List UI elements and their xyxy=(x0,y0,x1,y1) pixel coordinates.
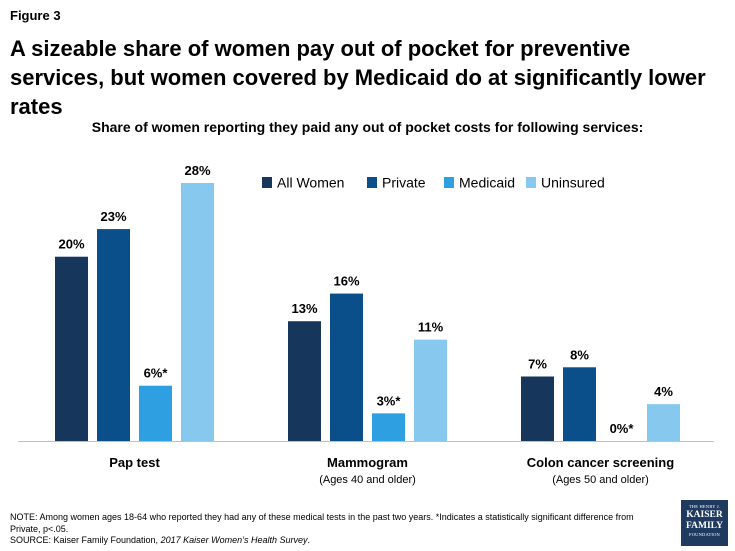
bar-0-3 xyxy=(181,183,214,441)
page-title: A sizeable share of women pay out of poc… xyxy=(10,36,706,119)
source-prefix: SOURCE: Kaiser Family Foundation, xyxy=(10,535,161,545)
logo-line-2: KAISER xyxy=(686,510,723,520)
legend-swatch-3 xyxy=(526,177,536,188)
source-note: SOURCE: Kaiser Family Foundation, 2017 K… xyxy=(10,535,310,545)
chart-title: Share of women reporting they paid any o… xyxy=(91,119,644,135)
data-label-0-1: 23% xyxy=(100,209,126,224)
data-label-2-3: 4% xyxy=(654,384,673,399)
legend-label-1: Private xyxy=(382,175,426,191)
data-label-2-1: 8% xyxy=(570,347,589,362)
legend-swatch-2 xyxy=(444,177,454,188)
bar-2-1 xyxy=(563,367,596,441)
bar-1-2 xyxy=(372,413,405,441)
category-sublabel-1: (Ages 40 and older) xyxy=(319,474,416,486)
legend-label-0: All Women xyxy=(277,175,344,191)
data-label-1-3: 11% xyxy=(418,320,444,335)
logo-line-1: THE HENRY J. xyxy=(688,504,721,509)
data-label-2-0: 7% xyxy=(528,357,547,372)
bar-1-1 xyxy=(330,293,363,441)
legend-swatch-1 xyxy=(367,177,377,188)
legend-swatch-0 xyxy=(262,177,272,188)
data-label-1-0: 13% xyxy=(291,301,317,316)
bar-2-0 xyxy=(521,376,554,441)
bar-0-1 xyxy=(97,229,130,441)
data-label-0-3: 28% xyxy=(184,163,210,178)
footnote: NOTE: Among women ages 18-64 who reporte… xyxy=(10,512,634,534)
figure-label: Figure 3 xyxy=(10,8,61,23)
data-label-0-0: 20% xyxy=(58,237,84,252)
category-label-2: Colon cancer screening xyxy=(527,455,674,470)
legend-label-3: Uninsured xyxy=(541,175,605,191)
data-label-1-2: 3%* xyxy=(377,393,402,408)
bar-chart: 20% 23% 6%* 28% Pap test 13% 16% 3%* 11% Mammogra… xyxy=(18,163,714,486)
bar-1-3 xyxy=(414,339,447,441)
bar-0-2 xyxy=(139,385,172,441)
bar-1-0 xyxy=(288,321,321,441)
logo-line-4: FOUNDATION xyxy=(689,532,720,537)
bar-0-0 xyxy=(55,256,88,441)
category-label-0: Pap test xyxy=(109,455,160,470)
kff-logo: THE HENRY J. KAISER FAMILY FOUNDATION xyxy=(681,500,728,546)
source-survey-name: 2017 Kaiser Women’s Health Survey xyxy=(160,535,308,545)
bar-2-3 xyxy=(647,404,680,441)
category-label-1: Mammogram xyxy=(327,455,408,470)
logo-line-3: FAMILY xyxy=(686,521,723,531)
category-sublabel-2: (Ages 50 and older) xyxy=(552,474,649,486)
source-suffix: . xyxy=(307,535,310,545)
data-label-1-1: 16% xyxy=(333,274,359,289)
legend-label-2: Medicaid xyxy=(459,175,515,191)
data-label-2-2: 0%* xyxy=(610,421,635,436)
data-label-0-2: 6%* xyxy=(144,366,169,381)
